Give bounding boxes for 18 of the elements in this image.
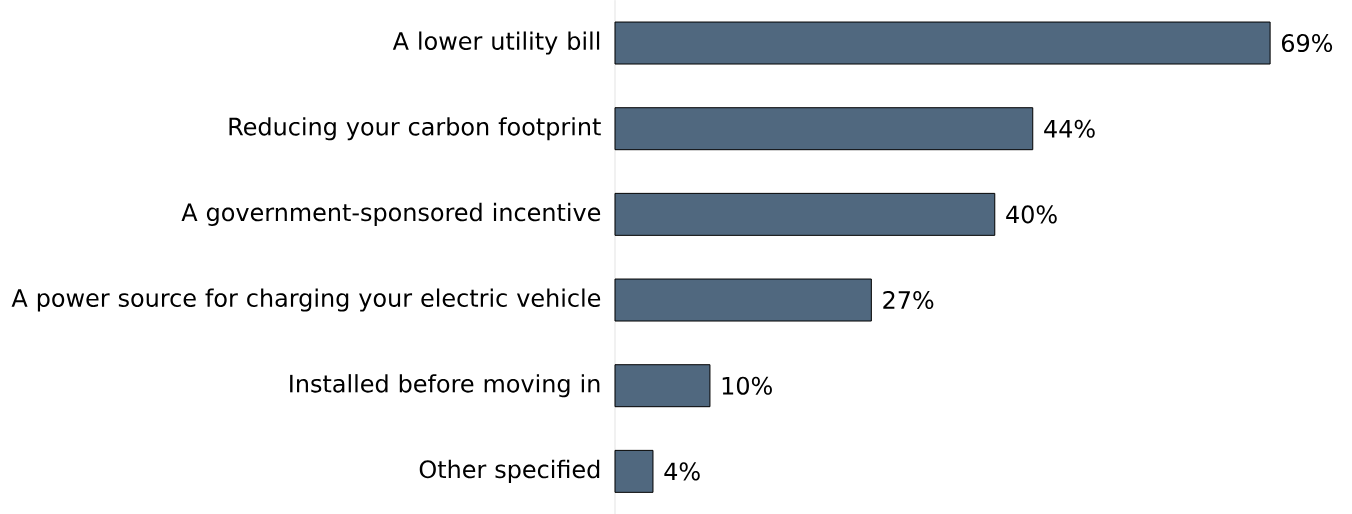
bar — [614, 449, 654, 493]
y-tick-label: Other specified — [419, 459, 600, 483]
y-tick-label: A power source for charging your electric vehicle — [11, 288, 601, 312]
y-tick-label: A government-sponsored incentive — [181, 202, 601, 226]
bar — [614, 107, 1034, 150]
bar — [614, 21, 1271, 65]
data-label: 40% — [1006, 205, 1057, 224]
data-label: 10% — [722, 376, 772, 395]
y-tick-label: Installed before moving in — [290, 373, 600, 398]
bar — [614, 192, 996, 236]
data-label: 69% — [1281, 33, 1333, 52]
bar — [614, 278, 872, 322]
data-label: 44% — [1044, 119, 1095, 138]
data-label: 27% — [883, 290, 934, 309]
bar — [614, 364, 711, 407]
y-tick-label: A lower utility bill — [392, 31, 600, 55]
data-label: 4% — [664, 462, 700, 481]
y-tick-label: Reducing your carbon footprint — [229, 116, 601, 141]
